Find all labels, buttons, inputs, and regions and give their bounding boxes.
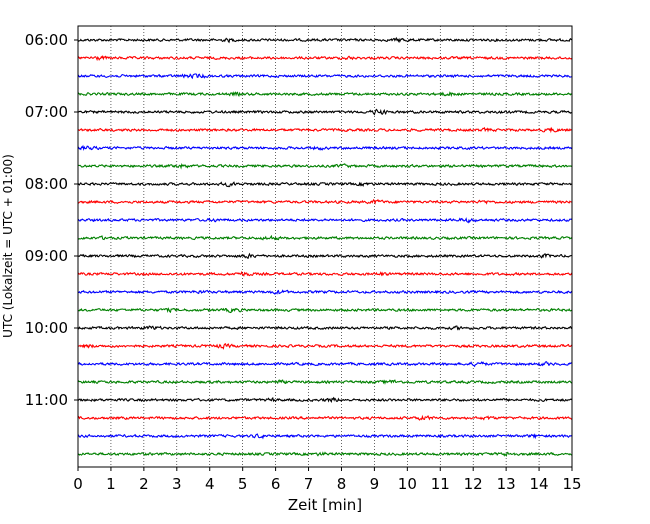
trace-line xyxy=(77,198,573,205)
trace-line xyxy=(77,396,573,404)
x-axis-ticks: 0 1 2 3 4 5 6 7 8 9 10 11 12 13 14 15 xyxy=(73,467,582,493)
y-tick-label: 07:00 xyxy=(25,103,68,121)
trace-line xyxy=(77,217,573,224)
trace-line xyxy=(77,414,573,421)
trace-line xyxy=(77,144,573,151)
trace-line xyxy=(77,343,573,350)
x-tick-label: 6 xyxy=(271,475,281,493)
x-tick-label: 7 xyxy=(304,475,314,493)
trace-line xyxy=(77,307,573,314)
x-tick-label: 4 xyxy=(205,475,215,493)
x-tick-label: 12 xyxy=(464,475,483,493)
x-tick-label: 13 xyxy=(497,475,516,493)
x-tick-label: 0 xyxy=(73,475,83,493)
y-tick-label: 08:00 xyxy=(25,175,68,193)
plot-frame xyxy=(77,25,573,468)
trace-line xyxy=(77,289,573,296)
x-tick-label: 3 xyxy=(172,475,182,493)
x-tick-label: 10 xyxy=(398,475,417,493)
x-tick-label: 5 xyxy=(238,475,248,493)
trace-line xyxy=(77,234,573,241)
traces xyxy=(77,36,573,457)
x-tick-label: 8 xyxy=(337,475,347,493)
y-axis-ticks: 06:00 07:00 08:00 09:00 10:00 11:00 xyxy=(25,31,78,409)
trace-line xyxy=(77,379,573,385)
y-tick-label: 06:00 xyxy=(25,31,68,49)
x-tick-label: 11 xyxy=(431,475,450,493)
y-tick-label: 09:00 xyxy=(25,247,68,265)
x-tick-label: 15 xyxy=(562,475,581,493)
trace-line xyxy=(77,270,573,277)
trace-line xyxy=(77,325,573,331)
trace-line xyxy=(77,451,573,457)
trace-line xyxy=(77,36,573,44)
trace-line xyxy=(77,91,573,98)
trace-line xyxy=(77,163,573,170)
trace-line xyxy=(77,252,573,259)
y-tick-label: 10:00 xyxy=(25,319,68,337)
x-axis-label: Zeit [min] xyxy=(288,496,362,514)
trace-line xyxy=(77,361,573,368)
x-tick-label: 14 xyxy=(530,475,549,493)
trace-line xyxy=(77,108,573,116)
x-tick-label: 9 xyxy=(370,475,380,493)
x-tick-label: 1 xyxy=(106,475,116,493)
trace-line xyxy=(77,54,573,62)
y-axis-label: UTC (Lokalzeit = UTC + 01:00) xyxy=(1,154,15,338)
trace-line xyxy=(77,126,573,134)
x-tick-label: 2 xyxy=(139,475,149,493)
trace-line xyxy=(77,433,573,440)
trace-line xyxy=(77,73,573,80)
trace-line xyxy=(77,181,573,188)
y-tick-label: 11:00 xyxy=(25,391,68,409)
